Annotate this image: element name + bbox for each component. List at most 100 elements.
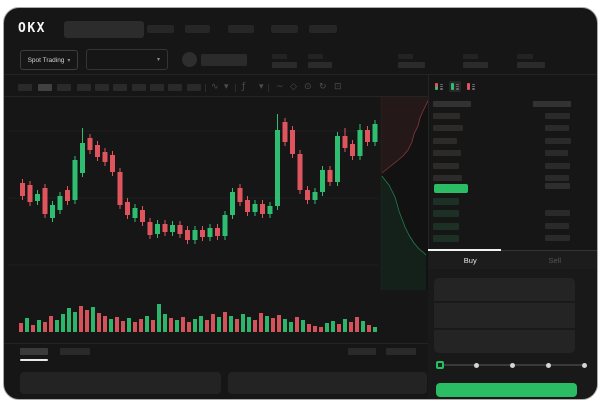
candlestick — [245, 200, 250, 212]
candlestick — [72, 160, 78, 200]
ask-price-placeholder[interactable] — [433, 125, 463, 131]
fullscreen-icon[interactable]: ⊡ — [334, 82, 342, 92]
interval-button[interactable] — [187, 84, 201, 91]
candlestick — [297, 154, 303, 190]
interval-button[interactable] — [57, 84, 71, 91]
interval-button[interactable] — [18, 84, 32, 91]
candlestick — [95, 145, 100, 157]
trade-form-input[interactable] — [434, 302, 575, 328]
divider — [4, 96, 428, 97]
ask-price-placeholder[interactable] — [433, 163, 459, 169]
search-input[interactable] — [64, 21, 144, 38]
tab-buy[interactable]: Buy — [463, 255, 477, 265]
nav-item[interactable] — [185, 25, 210, 33]
volume-bar — [55, 320, 59, 332]
orderbook-view-bids-only-icon[interactable] — [449, 81, 461, 92]
ask-price-placeholder[interactable] — [433, 175, 462, 181]
stat-label-placeholder — [308, 54, 323, 59]
volume-bar — [43, 322, 47, 332]
ask-amount-placeholder — [545, 175, 569, 181]
trade-form-input[interactable] — [434, 329, 575, 353]
line-tool-icon[interactable]: ~ — [276, 82, 284, 92]
nav-item[interactable] — [147, 25, 174, 33]
volume-bar — [97, 313, 101, 332]
refresh-icon[interactable]: ↻ — [319, 82, 327, 92]
ask-price-placeholder[interactable] — [433, 150, 461, 156]
bid-price-placeholder[interactable] — [433, 223, 459, 230]
tab-sell[interactable]: Sell — [548, 255, 561, 265]
volume-bar — [223, 312, 227, 332]
volume-bar — [19, 323, 23, 332]
ask-amount-placeholder — [545, 163, 570, 169]
volume-bar — [253, 320, 257, 332]
bottom-tab[interactable] — [60, 348, 90, 355]
nav-item[interactable] — [309, 25, 337, 33]
interval-button[interactable] — [95, 84, 109, 91]
interval-button[interactable] — [38, 84, 52, 91]
trade-form-input[interactable] — [434, 278, 575, 301]
volume-bar — [265, 316, 269, 332]
nav-item[interactable] — [228, 25, 254, 33]
bottom-bar-action[interactable] — [348, 348, 376, 355]
candlestick — [147, 222, 153, 235]
slider-stop[interactable] — [582, 363, 587, 368]
interval-button[interactable] — [132, 84, 146, 91]
toolbar-divider — [235, 84, 236, 92]
ask-price-placeholder[interactable] — [433, 113, 460, 119]
function-icon[interactable]: ƒ — [242, 82, 246, 92]
indicator-wave-icon[interactable]: ∿ — [211, 82, 219, 92]
bottom-panel — [20, 372, 221, 394]
bottom-bar-action[interactable] — [386, 348, 416, 355]
volume-bar — [67, 308, 71, 332]
interval-button[interactable] — [150, 84, 164, 91]
candlestick — [65, 190, 70, 201]
volume-bar — [229, 316, 233, 332]
volume-bar — [373, 327, 377, 332]
last-price-highlight[interactable] — [434, 184, 468, 193]
stat-value-placeholder — [398, 62, 425, 68]
nav-item[interactable] — [271, 25, 298, 33]
candlestick — [42, 188, 48, 214]
bid-price-placeholder[interactable] — [433, 210, 459, 217]
divider — [4, 74, 597, 75]
candlestick — [372, 124, 378, 142]
bid-price-placeholder[interactable] — [433, 198, 459, 205]
market-type-dropdown[interactable]: Spot Trading ▾ — [20, 50, 78, 70]
interval-button[interactable] — [168, 84, 182, 91]
orderbook-view-combined-icon[interactable] — [433, 81, 445, 92]
volume-bar — [73, 312, 77, 332]
slider-stop[interactable] — [510, 363, 515, 368]
candlestick — [275, 130, 280, 206]
volume-bar — [355, 317, 359, 332]
candlestick — [350, 144, 355, 156]
chevron-down-icon[interactable]: ▾ — [224, 82, 229, 92]
slider-stop[interactable] — [546, 363, 551, 368]
candlestick — [312, 192, 318, 200]
candlestick — [20, 183, 25, 196]
bid-price-placeholder[interactable] — [433, 235, 459, 242]
slider-stop[interactable] — [474, 363, 479, 368]
ask-price-placeholder[interactable] — [433, 138, 457, 144]
volume-bar — [103, 316, 107, 332]
orderbook-view-asks-only-icon[interactable] — [465, 81, 477, 92]
candlestick — [170, 225, 175, 232]
volume-bar — [361, 321, 365, 332]
ask-amount-placeholder — [545, 125, 569, 131]
trade-side-tabs: Buy Sell — [428, 250, 597, 269]
draw-tool-icon[interactable]: ◇ — [290, 82, 297, 92]
interval-button[interactable] — [113, 84, 127, 91]
price-chart[interactable] — [4, 97, 428, 343]
candlestick — [87, 138, 93, 150]
bottom-tab[interactable] — [20, 348, 48, 355]
chevron-down-icon[interactable]: ▾ — [259, 82, 264, 92]
pair-selector-dropdown[interactable]: ▾ — [86, 49, 168, 70]
candlestick — [267, 206, 273, 214]
volume-bar — [295, 317, 299, 332]
buy-submit-button[interactable] — [436, 383, 577, 397]
snapshot-icon[interactable]: ⊙ — [304, 82, 312, 92]
interval-button[interactable] — [77, 84, 91, 91]
volume-bar — [289, 322, 293, 332]
candlestick — [327, 170, 333, 182]
bid-amount-placeholder — [545, 223, 569, 229]
slider-handle[interactable] — [436, 361, 444, 369]
